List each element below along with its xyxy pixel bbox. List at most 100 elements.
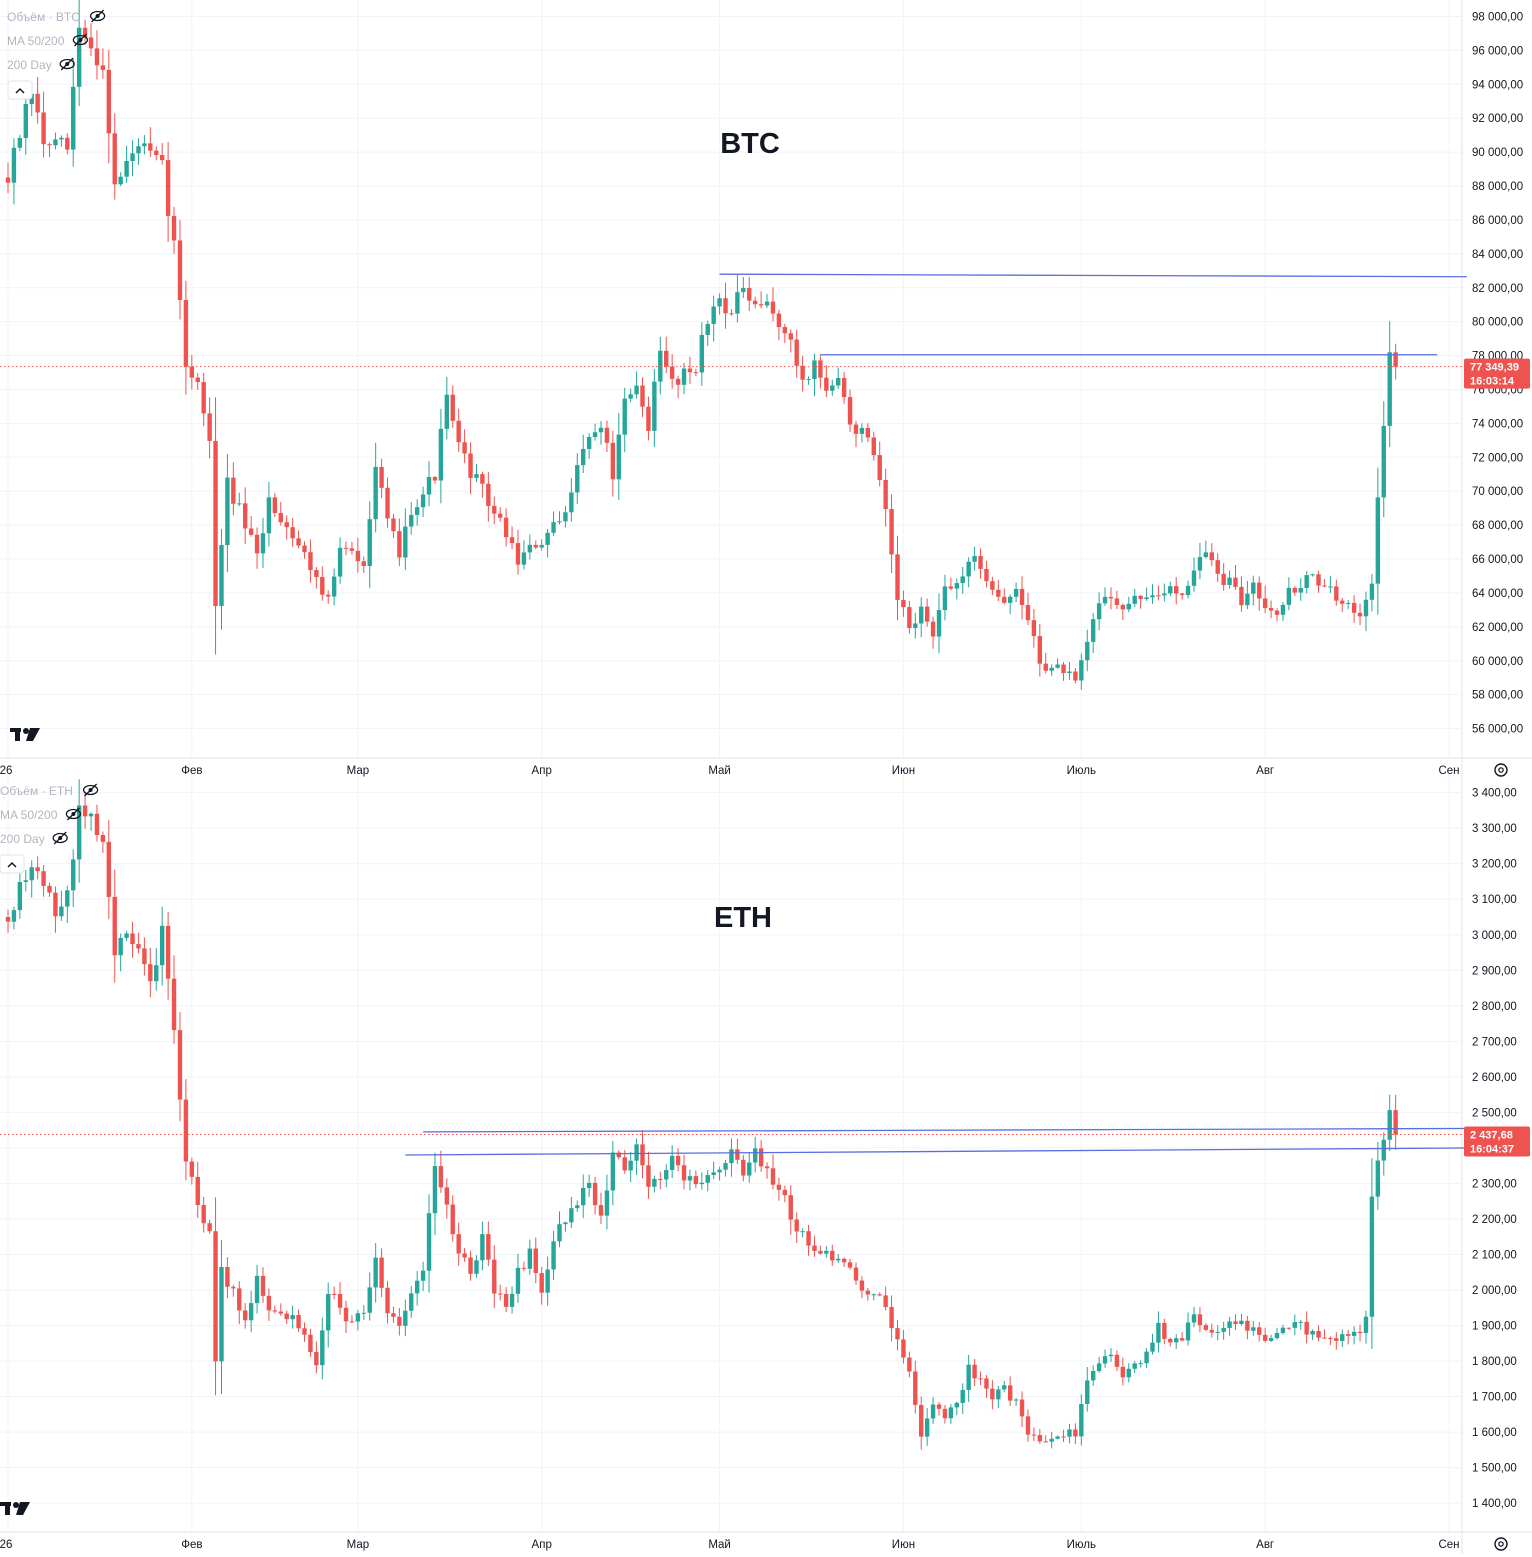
- candle-up: [414, 507, 420, 515]
- y-tick-label: 56 000,00: [1472, 724, 1523, 736]
- candle-up: [1108, 1354, 1114, 1357]
- eye-off-icon[interactable]: [59, 57, 75, 71]
- legend-item[interactable]: MA 50/200: [7, 34, 65, 48]
- y-tick-label: 66 000,00: [1472, 554, 1523, 566]
- last-price-tag[interactable]: [1464, 358, 1530, 389]
- candle-up: [237, 503, 242, 505]
- candle-down: [604, 427, 610, 443]
- candle-down: [349, 1321, 355, 1323]
- gear-icon[interactable]: [1494, 1537, 1508, 1551]
- candle-down: [296, 538, 301, 546]
- candle-down: [1120, 604, 1126, 610]
- candle-up: [1126, 603, 1131, 610]
- candle-up: [1298, 1321, 1303, 1323]
- candle-down: [47, 144, 52, 146]
- legend-item[interactable]: MA 50/200: [0, 808, 58, 822]
- candle-up: [1055, 1436, 1060, 1439]
- candle-up: [225, 477, 230, 546]
- tradingview-logo-slash: [16, 1502, 30, 1515]
- candle-up: [474, 474, 479, 478]
- candle-down: [148, 964, 153, 982]
- candle-up: [1102, 596, 1108, 604]
- candle-up: [23, 880, 28, 883]
- candle-up: [420, 1270, 426, 1281]
- candle-up: [414, 1280, 420, 1294]
- x-tick-label: Апр: [532, 765, 552, 777]
- candle-down: [1120, 1366, 1126, 1378]
- legend-item[interactable]: Объём · BTC: [7, 10, 80, 24]
- candle-down: [996, 589, 1001, 597]
- candle-up: [1304, 575, 1309, 589]
- candle-up: [551, 1241, 556, 1270]
- candle-up: [628, 394, 633, 399]
- eye-off-icon[interactable]: [65, 807, 82, 821]
- candle-down: [53, 892, 58, 917]
- candle-down: [41, 871, 46, 886]
- tradingview-logo-icon[interactable]: [0, 1502, 30, 1515]
- gear-icon[interactable]: [1494, 763, 1508, 777]
- x-tick-label: Май: [708, 765, 731, 777]
- x-tick-label: Июль: [1067, 765, 1096, 777]
- candle-down: [1037, 1435, 1043, 1442]
- candle-down: [1002, 596, 1007, 603]
- candle-down: [320, 576, 325, 595]
- candle-down: [972, 1364, 977, 1379]
- candle-up: [403, 1310, 408, 1326]
- horizontal-level-line[interactable]: [405, 1147, 1479, 1156]
- candle-down: [1179, 1338, 1185, 1341]
- candle-down: [201, 382, 206, 414]
- candle-down: [806, 1231, 811, 1246]
- candle-down: [468, 453, 473, 478]
- candle-down: [82, 27, 88, 38]
- eye-off-icon[interactable]: [72, 33, 89, 47]
- legend-item[interactable]: Объём · ETH: [0, 784, 73, 798]
- candle-down: [794, 1219, 799, 1232]
- candle-up: [610, 1152, 616, 1191]
- candle-down: [782, 1189, 788, 1196]
- candle-up: [1132, 595, 1137, 604]
- eye-off-icon-outline: [52, 832, 68, 844]
- candle-down: [1357, 612, 1363, 617]
- y-tick-label: 68 000,00: [1472, 520, 1523, 532]
- candle-down: [243, 1310, 248, 1321]
- candle-up: [747, 1162, 752, 1176]
- candle-up: [551, 522, 556, 533]
- candle-down: [841, 1258, 847, 1263]
- candle-down: [379, 466, 384, 488]
- candle-up: [29, 867, 34, 881]
- candle-down: [1357, 1331, 1363, 1334]
- candle-down: [693, 372, 699, 374]
- legend-item[interactable]: 200 Day: [0, 832, 45, 846]
- candle-up: [545, 1269, 550, 1293]
- candle-up: [1162, 593, 1167, 596]
- candle-up: [948, 1407, 954, 1419]
- candle-up: [136, 146, 141, 154]
- eye-off-icon[interactable]: [52, 831, 68, 845]
- horizontal-level-line[interactable]: [423, 1127, 1497, 1133]
- eye-off-icon[interactable]: [82, 783, 99, 797]
- candle-down: [747, 287, 752, 301]
- candle-up: [154, 965, 159, 982]
- candle-up: [118, 176, 123, 185]
- gear-icon-ring: [1494, 1537, 1508, 1551]
- candles: [5, 0, 1398, 690]
- candle-up: [124, 161, 129, 177]
- candle-down: [503, 517, 509, 538]
- tradingview-logo-icon[interactable]: [10, 728, 40, 741]
- y-tick-label: 1 500,00: [1472, 1463, 1517, 1475]
- candle-down: [764, 1166, 770, 1169]
- x-tick-label: Авг: [1256, 765, 1274, 777]
- candle-down: [1114, 1354, 1120, 1367]
- candle-down: [231, 477, 236, 504]
- candle-down: [438, 1166, 444, 1188]
- last-price-tag[interactable]: [1464, 1126, 1530, 1157]
- candle-down: [640, 1144, 645, 1166]
- candle-down: [106, 69, 112, 134]
- eye-off-icon[interactable]: [89, 9, 106, 23]
- candle-up: [1351, 1331, 1357, 1336]
- candle-down: [1209, 552, 1214, 561]
- horizontal-level-line[interactable]: [719, 273, 1467, 278]
- candle-up: [118, 937, 123, 956]
- legend-item[interactable]: 200 Day: [7, 58, 52, 72]
